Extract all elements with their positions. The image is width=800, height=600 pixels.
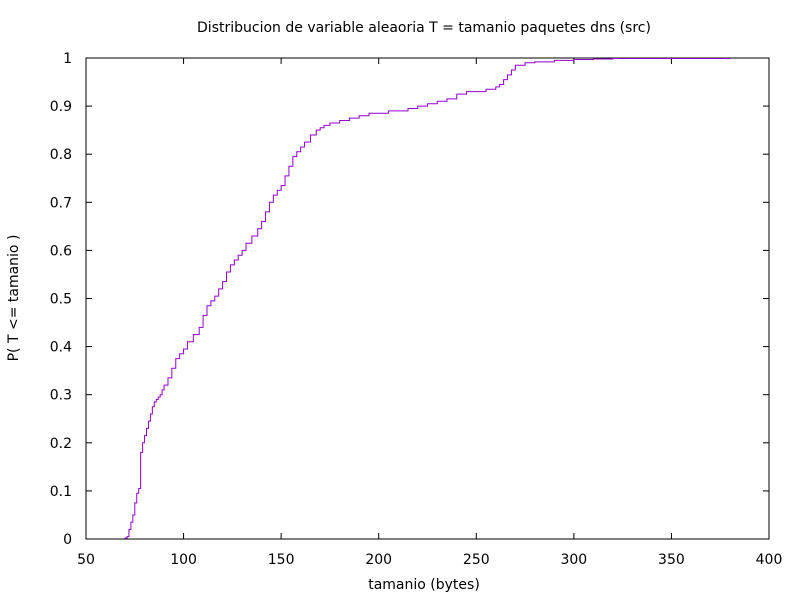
x-tick-label: 100 [170,552,197,568]
y-tick-label: 0 [63,532,72,548]
y-tick-label: 0.4 [50,340,72,356]
x-axis: 50 100 150 200 250 300 350 400 [77,58,782,568]
plot-frame [85,57,770,540]
y-axis: 0 0.1 0.2 0.3 0.4 0.5 0.6 0.7 0.8 0.9 1 [50,51,769,548]
x-tick-label: 250 [463,552,490,568]
x-tick-label: 50 [77,552,95,568]
chart-title: Distribucion de variable aleaoria T = ta… [197,20,651,36]
y-tick-label: 1 [63,51,72,67]
x-tick-label: 150 [268,552,295,568]
x-axis-label: tamanio (bytes) [368,577,480,593]
y-tick-label: 0.8 [50,147,72,163]
cdf-series-line [124,57,731,539]
y-tick-label: 0.1 [50,484,72,500]
y-tick-label: 0.9 [50,99,72,115]
x-tick-label: 400 [756,552,783,568]
y-tick-label: 0.6 [50,243,72,259]
y-tick-label: 0.2 [50,436,72,452]
x-tick-label: 350 [658,552,685,568]
x-tick-label: 300 [560,552,587,568]
y-tick-label: 0.7 [50,195,72,211]
series-layer [124,57,731,539]
y-tick-label: 0.5 [50,292,72,308]
y-axis-label: P( T <= tamanio ) [6,235,22,362]
x-tick-label: 200 [365,552,392,568]
y-tick-label: 0.3 [50,388,72,404]
